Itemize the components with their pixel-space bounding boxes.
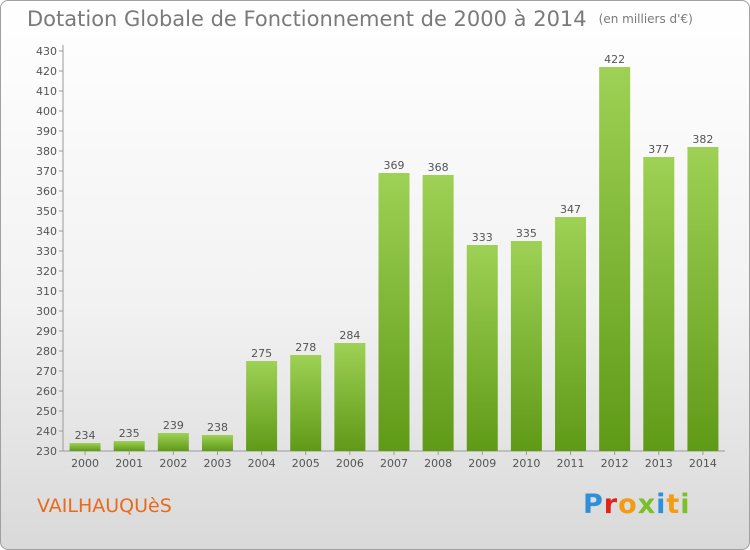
- bar-value-label: 238: [207, 421, 228, 434]
- x-tick-label: 2010: [512, 457, 540, 470]
- logo-letter: r: [603, 489, 619, 520]
- bar-value-label: 284: [339, 329, 360, 342]
- bar: [555, 217, 587, 451]
- logo-letter: x: [637, 489, 657, 520]
- y-tick-label: 420: [36, 65, 57, 78]
- y-tick-label: 350: [36, 205, 57, 218]
- bar: [290, 355, 322, 451]
- bar-value-label: 347: [560, 203, 581, 216]
- bar: [201, 435, 233, 451]
- y-tick-label: 300: [36, 305, 57, 318]
- bar: [157, 433, 189, 451]
- bar: [466, 245, 498, 451]
- x-tick-label: 2008: [424, 457, 452, 470]
- y-tick-label: 400: [36, 105, 57, 118]
- bar: [246, 361, 278, 451]
- bar: [643, 157, 675, 451]
- x-tick-label: 2005: [292, 457, 320, 470]
- y-tick-label: 430: [36, 45, 57, 58]
- x-tick-label: 2006: [336, 457, 364, 470]
- bar-value-label: 335: [516, 227, 537, 240]
- y-tick-label: 230: [36, 445, 57, 458]
- logo-letter: o: [618, 489, 638, 520]
- x-tick-label: 2004: [248, 457, 276, 470]
- bar-value-label: 235: [119, 427, 140, 440]
- bar-value-label: 239: [163, 419, 184, 432]
- x-tick-label: 2000: [71, 457, 99, 470]
- x-tick-label: 2012: [601, 457, 629, 470]
- y-tick-label: 340: [36, 225, 57, 238]
- chart-unit: (en milliers d'€): [598, 12, 693, 26]
- bar-value-label: 275: [251, 347, 272, 360]
- y-tick-label: 310: [36, 285, 57, 298]
- logo-letter: t: [666, 489, 681, 520]
- x-tick-label: 2011: [557, 457, 585, 470]
- x-tick-label: 2001: [115, 457, 143, 470]
- logo-letter: i: [656, 489, 667, 520]
- bar: [334, 343, 366, 451]
- x-tick-label: 2009: [468, 457, 496, 470]
- bar: [113, 441, 145, 451]
- y-tick-label: 410: [36, 85, 57, 98]
- x-tick-label: 2013: [645, 457, 673, 470]
- bar-value-label: 382: [692, 133, 713, 146]
- y-tick-label: 280: [36, 345, 57, 358]
- y-tick-label: 270: [36, 365, 57, 378]
- y-tick-label: 250: [36, 405, 57, 418]
- bar: [510, 241, 542, 451]
- proxiti-logo: Proxiti: [583, 489, 691, 520]
- logo-letter: i: [680, 489, 691, 520]
- x-tick-label: 2002: [159, 457, 187, 470]
- bar-value-label: 234: [75, 429, 96, 442]
- bar: [69, 443, 101, 451]
- chart-title-text: Dotation Globale de Fonctionnement de 20…: [27, 7, 587, 31]
- x-tick-label: 2014: [689, 457, 717, 470]
- bar-value-label: 369: [384, 159, 405, 172]
- chart-title: Dotation Globale de Fonctionnement de 20…: [27, 7, 693, 31]
- bar: [599, 67, 631, 451]
- bar: [422, 175, 454, 451]
- bar-value-label: 377: [648, 143, 669, 156]
- commune-name: VAILHAUQUèS: [37, 495, 172, 517]
- bar: [378, 173, 410, 451]
- x-tick-label: 2007: [380, 457, 408, 470]
- bar-value-label: 333: [472, 231, 493, 244]
- bar: [687, 147, 719, 451]
- y-tick-label: 330: [36, 245, 57, 258]
- y-tick-label: 390: [36, 125, 57, 138]
- bar-value-label: 368: [428, 161, 449, 174]
- y-tick-label: 260: [36, 385, 57, 398]
- logo-letter: P: [583, 489, 604, 520]
- y-tick-label: 370: [36, 165, 57, 178]
- x-tick-label: 2003: [203, 457, 231, 470]
- bar-value-label: 278: [295, 341, 316, 354]
- y-tick-label: 360: [36, 185, 57, 198]
- y-tick-label: 240: [36, 425, 57, 438]
- y-tick-label: 380: [36, 145, 57, 158]
- y-tick-label: 290: [36, 325, 57, 338]
- bar-value-label: 422: [604, 53, 625, 66]
- y-tick-label: 320: [36, 265, 57, 278]
